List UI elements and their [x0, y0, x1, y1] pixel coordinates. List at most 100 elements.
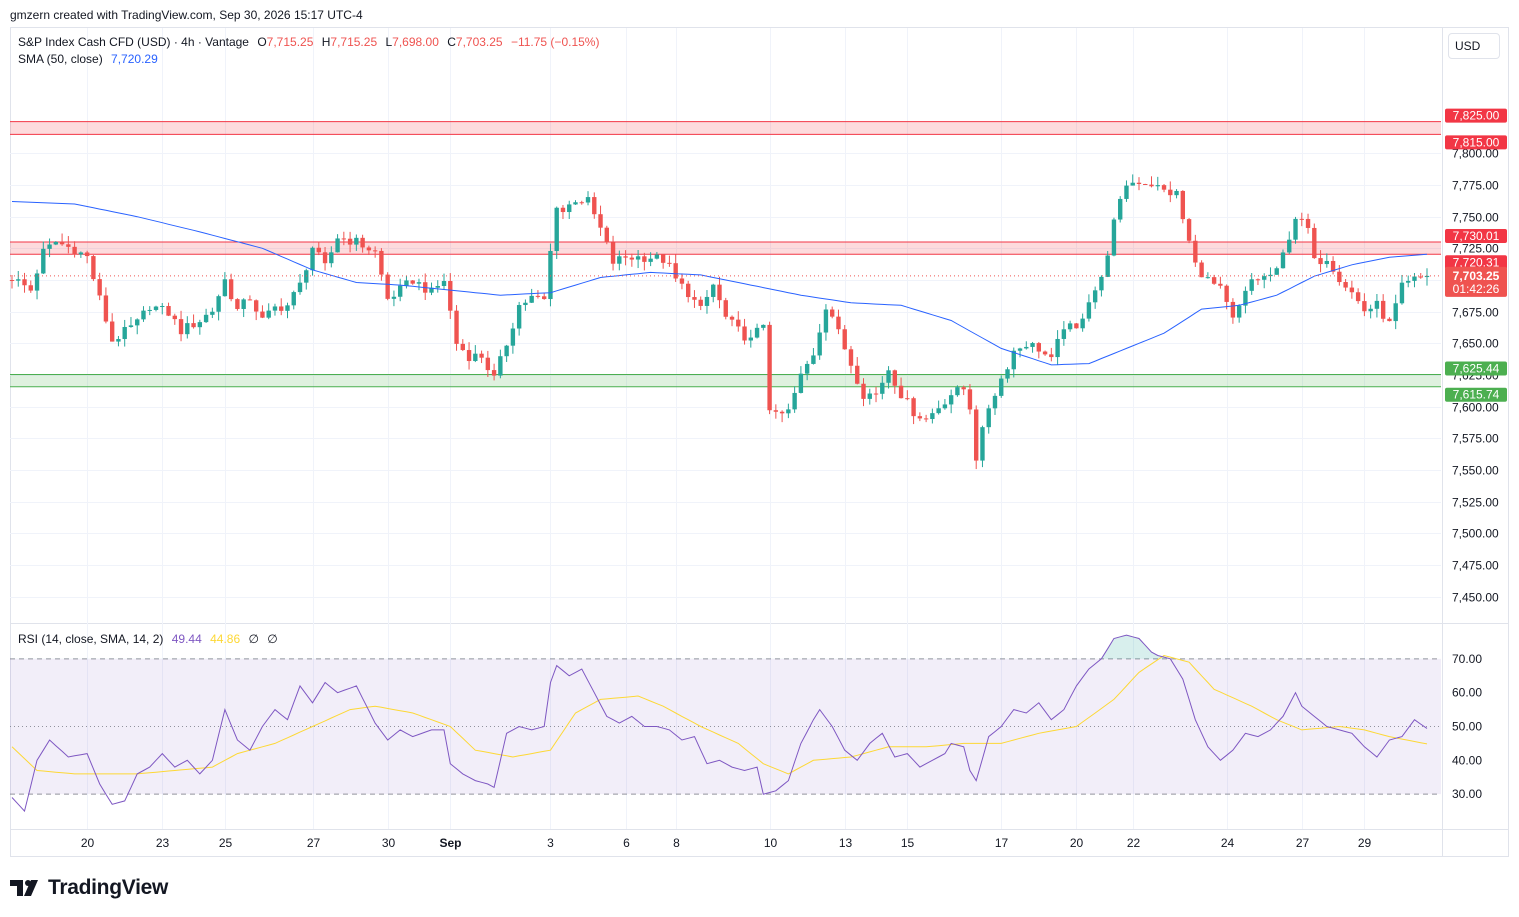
candle-body: [310, 247, 315, 271]
zone-price-tag-label: 7,730.01: [1453, 229, 1500, 243]
candle-body: [1262, 276, 1267, 280]
candle-body: [1424, 275, 1430, 278]
candle-body: [1255, 279, 1261, 281]
rsi-tick-label: 50.00: [1452, 720, 1482, 734]
time-tick-label: 8: [673, 836, 680, 850]
candle-body: [141, 310, 146, 320]
candle-body: [1293, 218, 1298, 240]
candle-body: [610, 242, 616, 264]
candle-body: [711, 284, 716, 297]
candle-body: [279, 306, 284, 311]
candle-body: [792, 392, 797, 410]
candle-body: [742, 326, 747, 341]
chart-frame[interactable]: [10, 27, 1509, 857]
candle-body: [416, 282, 422, 284]
candle-body: [930, 413, 935, 420]
price-zones: [10, 121, 1441, 388]
candle-body: [1067, 323, 1073, 330]
candle-body: [905, 398, 910, 400]
candle-body: [441, 281, 447, 287]
candle-body: [842, 329, 847, 350]
candle-body: [1049, 354, 1054, 358]
candle-body: [128, 325, 134, 327]
candle-body: [836, 316, 841, 330]
support-zone: [10, 374, 1441, 387]
candle-body: [122, 326, 127, 340]
sma-value: 7,720.29: [111, 52, 158, 66]
candle-body: [59, 241, 65, 245]
candle-body: [391, 296, 397, 299]
candle-body: [216, 296, 221, 312]
candle-body: [28, 285, 33, 291]
candle-body: [16, 279, 21, 281]
candle-body: [1111, 219, 1117, 256]
ohlc-change: −11.75 (−0.15%): [510, 35, 600, 49]
candle-body: [34, 273, 40, 291]
candle-body: [1211, 277, 1217, 284]
candle-body: [942, 404, 948, 409]
resistance-zone: [10, 121, 1441, 135]
candle-body: [1337, 271, 1342, 283]
candle-body: [642, 256, 647, 262]
candle-body: [1236, 305, 1242, 318]
candle-body: [454, 310, 459, 344]
candle-body: [247, 299, 253, 301]
candle-body: [354, 237, 359, 245]
candle-body: [667, 262, 672, 264]
candle-body: [109, 321, 115, 342]
candle-body: [166, 306, 171, 316]
candle-body: [322, 252, 328, 264]
candle-body: [372, 250, 378, 252]
candle-body: [1274, 268, 1279, 275]
ohlc-values: O7,715.25 H7,715.25 L7,698.00 C7,703.25 …: [257, 35, 604, 49]
candle-body: [479, 353, 484, 358]
candle-body: [1030, 343, 1035, 347]
candle-body: [429, 287, 434, 293]
candle-body: [1355, 292, 1361, 302]
time-tick-label: 13: [839, 836, 853, 850]
candle-body: [91, 256, 96, 280]
time-tick-label: 17: [995, 836, 1009, 850]
zone-price-tag: [1445, 108, 1507, 123]
candle-body: [1180, 190, 1186, 220]
candle-body: [297, 282, 303, 293]
price-tick-label: 7,775.00: [1452, 179, 1499, 193]
candle-body: [491, 370, 497, 376]
zone-price-tag: [1445, 387, 1507, 402]
rsi-overbought-fill: [12, 635, 1427, 659]
candle-body: [804, 363, 810, 374]
candle-body: [961, 387, 966, 390]
candle-body: [999, 378, 1004, 396]
currency-button[interactable]: USD: [1448, 33, 1500, 59]
price-tick-label: 7,725.00: [1452, 242, 1499, 256]
ohlc-close: 7,703.25: [455, 35, 503, 49]
candle-body: [1080, 318, 1085, 329]
candle-body: [1330, 260, 1336, 272]
candle-body: [560, 207, 566, 213]
candle-body: [579, 202, 584, 204]
time-tick-label: 3: [547, 836, 554, 850]
candle-body: [1374, 300, 1380, 309]
candle-body: [473, 353, 478, 362]
candle-body: [291, 292, 296, 306]
candle-body: [304, 270, 309, 283]
time-tick-label: 6: [623, 836, 630, 850]
candle-body: [786, 409, 791, 414]
candle-body: [635, 256, 641, 260]
candle-body: [823, 309, 829, 333]
candle-body: [535, 295, 541, 297]
candle-body: [1412, 276, 1417, 281]
candle-body: [1186, 219, 1192, 241]
time-axis: 20 23 25 27 30 Sep 3 6 8 10 13 15 17 20 22 24 27 29: [81, 836, 1372, 850]
candle-body: [948, 395, 954, 405]
candle-body: [135, 319, 140, 326]
candle-body: [523, 302, 528, 306]
candle-body: [648, 258, 653, 262]
candle-body: [986, 408, 991, 428]
candle-body: [191, 323, 196, 328]
candle-body: [1130, 182, 1135, 186]
candle-body: [761, 324, 766, 328]
candle-body: [1393, 303, 1398, 322]
candle-body: [1324, 260, 1330, 265]
